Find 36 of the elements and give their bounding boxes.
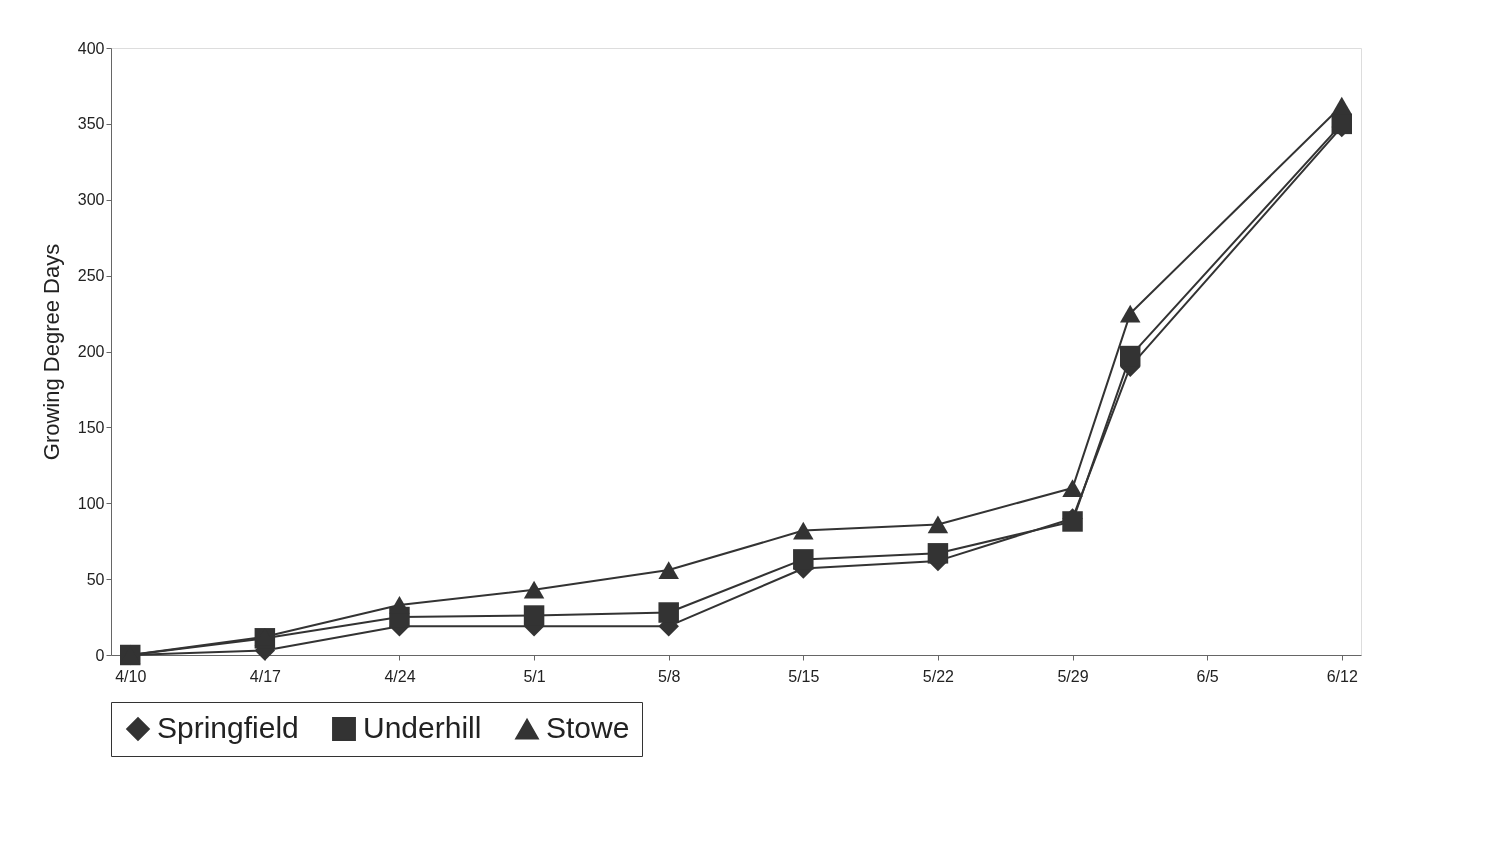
legend-label: Springfield <box>157 711 299 744</box>
point <box>658 561 679 579</box>
point <box>793 549 814 570</box>
x-tick-label: 6/5 <box>1196 667 1219 685</box>
y-tick-label: 150 <box>77 418 105 436</box>
y-tick-label: 100 <box>77 494 105 512</box>
point <box>927 515 949 534</box>
y-tick-label: 250 <box>77 267 105 285</box>
x-tick-label: 4/17 <box>249 667 282 685</box>
point <box>658 602 679 623</box>
y-axis-title: Growing Degree Days <box>38 243 64 461</box>
y-tick-label: 200 <box>77 343 105 360</box>
point <box>523 580 545 599</box>
x-tick-label: 5/22 <box>922 667 955 685</box>
point <box>1062 479 1083 497</box>
point <box>927 543 949 564</box>
point <box>1119 345 1141 367</box>
point <box>1331 96 1353 115</box>
point <box>523 605 545 626</box>
x-tick-label: 5/1 <box>523 667 546 685</box>
y-tick-label: 300 <box>77 191 105 209</box>
point <box>389 596 410 614</box>
x-tick-label: 5/8 <box>658 667 681 685</box>
y-tick-label: 50 <box>86 570 105 588</box>
y-tick-label: 400 <box>77 39 105 57</box>
x-tick-label: 6/12 <box>1326 667 1358 685</box>
y-tick-label: 350 <box>77 115 105 133</box>
point <box>793 521 814 540</box>
y-tick-label: 0 <box>95 646 105 664</box>
x-tick-label: 4/24 <box>384 667 416 685</box>
legend-label: Underhill <box>363 711 482 744</box>
x-tick-label: 5/15 <box>788 667 820 685</box>
point <box>1119 304 1141 323</box>
legend-label: Stowe <box>546 711 630 744</box>
x-tick-label: 5/29 <box>1057 667 1089 685</box>
x-tick-label: 4/10 <box>115 667 147 685</box>
